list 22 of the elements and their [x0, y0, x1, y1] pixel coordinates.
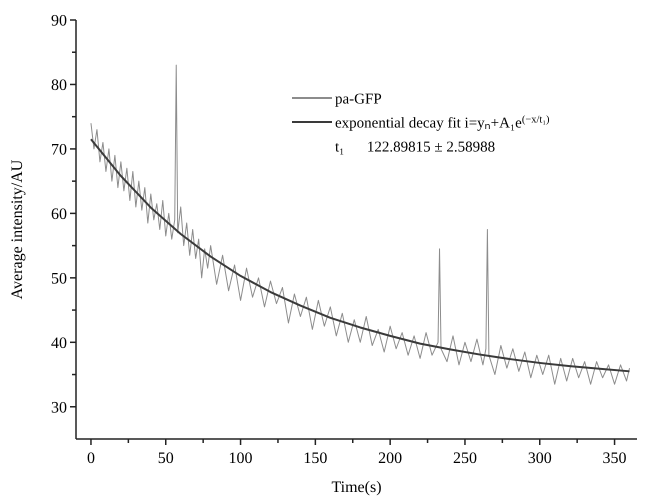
- annotation: t₁ 122.89815 ± 2.58988: [335, 139, 496, 156]
- x-tick-label: 50: [158, 450, 174, 467]
- y-tick-label: 50: [51, 270, 67, 288]
- y-tick-label: 90: [51, 12, 67, 30]
- x-tick-label: 300: [528, 450, 552, 467]
- y-axis-title: Average intensity/AU: [9, 159, 26, 300]
- legend-label: exponential decay fit i=yₙ+A₁e$^{(−x/t₁)}$: [335, 114, 550, 132]
- x-tick-label: 150: [303, 450, 328, 467]
- line-series: [90, 64, 630, 385]
- legend-label: pa-GFP: [335, 91, 382, 108]
- y-tick-label: 60: [51, 206, 67, 223]
- x-tick-label: 250: [452, 450, 477, 467]
- y-tick-label: 40: [51, 334, 67, 352]
- y-tick-label: 30: [51, 399, 67, 416]
- x-tick-label: 0: [86, 450, 95, 467]
- y-tick-label: 80: [51, 77, 67, 94]
- line-series: [90, 138, 631, 372]
- x-tick-label: 350: [602, 450, 627, 467]
- x-axis-title: Time(s): [331, 479, 382, 496]
- x-tick-label: 200: [378, 450, 402, 467]
- y-tick-label: 70: [51, 142, 67, 159]
- x-tick-label: 100: [228, 450, 253, 467]
